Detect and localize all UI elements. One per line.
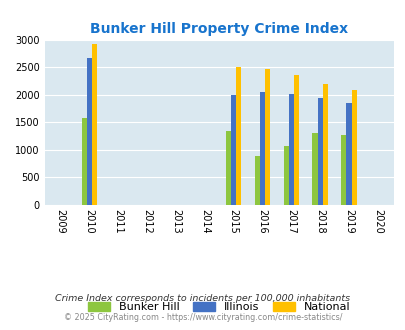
Bar — [322, 84, 327, 205]
Bar — [317, 98, 322, 205]
Bar — [312, 133, 317, 205]
Bar — [87, 58, 92, 205]
Bar — [341, 135, 345, 205]
Bar — [254, 156, 259, 205]
Bar — [92, 44, 97, 205]
Bar — [230, 95, 236, 205]
Title: Bunker Hill Property Crime Index: Bunker Hill Property Crime Index — [90, 22, 347, 36]
Legend: Bunker Hill, Illinois, National: Bunker Hill, Illinois, National — [82, 296, 355, 318]
Bar — [259, 92, 264, 205]
Bar — [288, 93, 293, 205]
Bar — [225, 131, 230, 205]
Bar — [351, 90, 356, 205]
Bar — [283, 146, 288, 205]
Bar — [81, 118, 87, 205]
Text: Crime Index corresponds to incidents per 100,000 inhabitants: Crime Index corresponds to incidents per… — [55, 294, 350, 303]
Bar — [345, 103, 351, 205]
Bar — [264, 69, 270, 205]
Bar — [293, 75, 298, 205]
Bar — [236, 67, 241, 205]
Text: © 2025 CityRating.com - https://www.cityrating.com/crime-statistics/: © 2025 CityRating.com - https://www.city… — [64, 313, 341, 322]
